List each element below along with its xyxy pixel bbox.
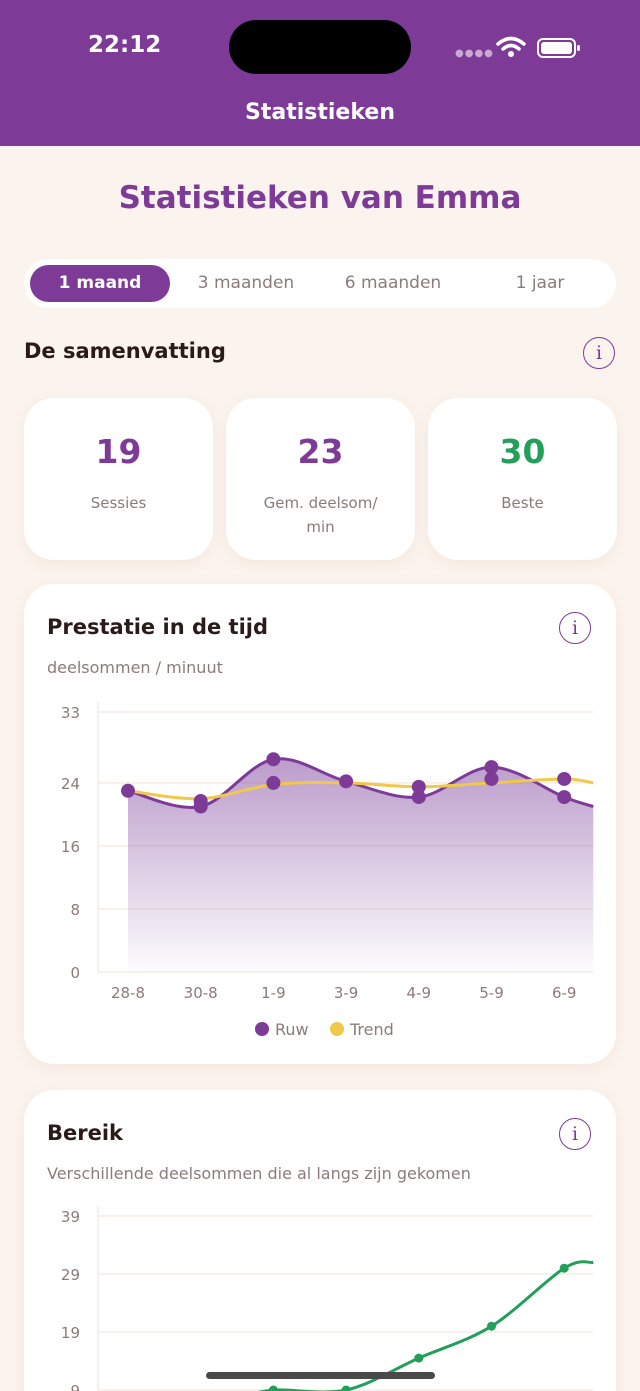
range-subtitle: Verschillende deelsommen die al langs zi… [47,1164,471,1183]
tab-6-maanden[interactable]: 6 maanden [344,273,442,293]
legend-raw: Ruw [255,1020,309,1039]
status-time: 22:12 [88,32,162,58]
stat-card-best: 30 Beste [428,398,617,560]
wifi-icon [496,36,526,57]
tab-3-maanden[interactable]: 3 maanden [197,273,295,293]
range-info-icon[interactable]: i [559,1118,591,1150]
stat-value: 19 [95,432,142,471]
tab-1-maand[interactable]: 1 maand [30,265,170,302]
stat-card-average: 23 Gem. deelsom/ min [226,398,415,560]
range-title: Bereik [47,1121,124,1145]
tab-1-jaar[interactable]: 1 jaar [515,273,565,293]
page-title: Statistieken van Emma [118,180,522,216]
performance-card: Prestatie in de tijd i deelsommen / minu… [24,584,616,1064]
summary-title: De samenvatting [24,339,226,363]
performance-title: Prestatie in de tijd [47,615,269,639]
legend-trend: Trend [330,1020,394,1039]
cellular-signal-icon: ●●●● [455,48,494,59]
app-header: 22:12 ●●●● Statistieken [0,0,640,146]
performance-info-icon[interactable]: i [559,612,591,644]
legend-trend-swatch [330,1022,344,1036]
battery-icon [537,38,580,58]
home-indicator [206,1372,435,1379]
stat-card-sessions: 19 Sessies [24,398,213,560]
dynamic-island [229,20,411,74]
legend-raw-swatch [255,1022,269,1036]
stat-value: 23 [297,432,344,471]
nav-title: Statistieken [245,100,395,125]
legend-trend-label: Trend [350,1020,394,1039]
period-tabs: 1 maand 3 maanden 6 maanden 1 jaar [24,259,616,308]
summary-info-icon[interactable]: i [583,337,615,369]
range-card: Bereik i Verschillende deelsommen die al… [24,1090,616,1391]
legend-raw-label: Ruw [275,1020,309,1039]
stat-value: 30 [499,432,546,471]
performance-subtitle: deelsommen / minuut [47,658,223,677]
stat-label: Gem. deelsom/ min [263,494,378,536]
stat-label: Beste [501,494,544,512]
stat-label: Sessies [90,494,147,512]
